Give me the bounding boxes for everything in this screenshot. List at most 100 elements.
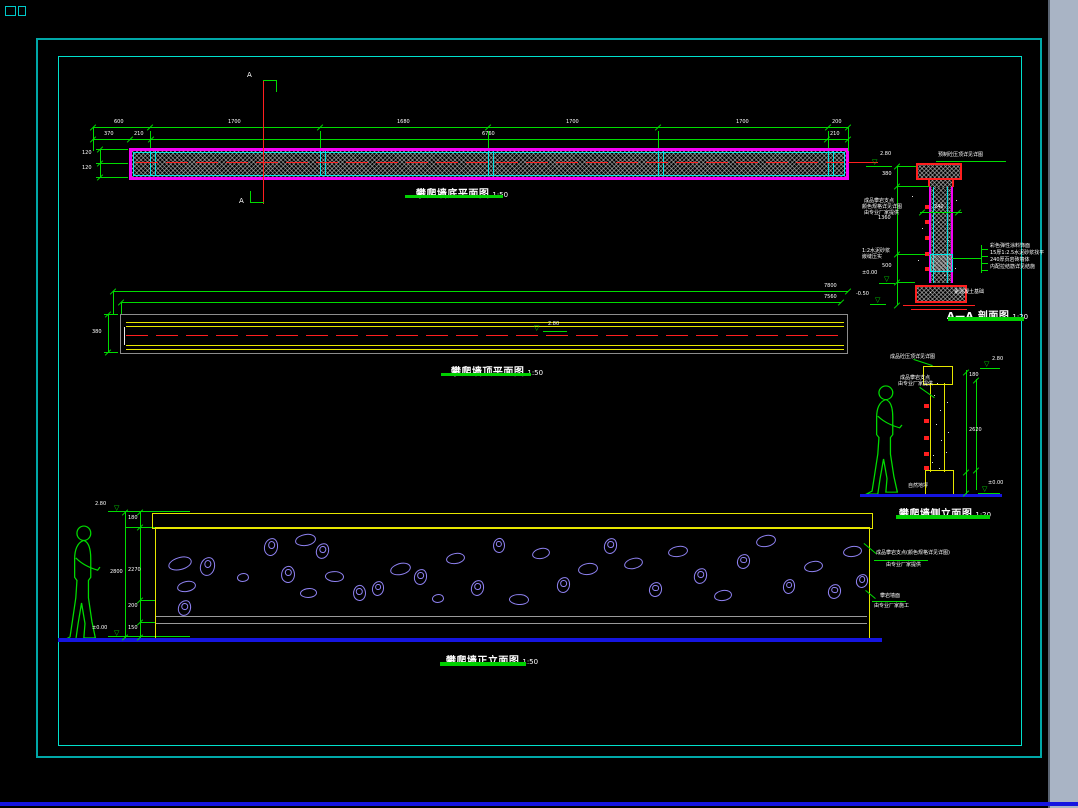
level-line <box>543 331 567 332</box>
dim-label: 370 <box>104 131 114 137</box>
dim-label: 120 <box>82 150 92 156</box>
dim-label: 500 <box>882 263 892 269</box>
texture-dot <box>948 240 949 241</box>
dim-line <box>897 186 929 187</box>
centerline <box>136 162 844 163</box>
centerline <box>126 335 844 336</box>
note-line: 成品砼压顶详见详图 <box>890 354 936 360</box>
leader-line <box>952 258 981 259</box>
title-text: A—A 剖面图 <box>947 311 1009 322</box>
dim-label: 7560 <box>824 294 837 300</box>
taskbar-edge <box>0 802 1078 806</box>
base-line <box>903 305 975 306</box>
texture-dot <box>934 395 935 396</box>
dim-line <box>976 379 977 490</box>
note-line: 1:2水泥砂浆 <box>862 248 891 254</box>
wall-face-line <box>126 322 844 323</box>
level-label: 2.80 <box>992 356 1004 362</box>
hold-mark <box>925 236 929 240</box>
texture-dot <box>946 452 947 453</box>
dim-line <box>96 177 128 178</box>
texture-dot <box>936 424 937 425</box>
wall-face-line <box>126 326 844 327</box>
dim-line <box>897 166 916 167</box>
texture-dot <box>947 402 948 403</box>
climbing-hold <box>432 593 444 603</box>
dim-line <box>121 302 122 315</box>
note-line: 嵌缝压实 <box>862 254 883 260</box>
wall-plan-band <box>129 148 849 180</box>
dim-line <box>920 212 962 213</box>
extension-line <box>150 131 151 148</box>
layer-label: 内配拉结筋详见结施 <box>990 264 1036 270</box>
wall-face-line <box>126 349 844 350</box>
layer-label: 15厚1:2.5水泥砂浆找平 <box>990 250 1045 256</box>
title-underline <box>405 195 503 198</box>
texture-dot <box>933 455 934 456</box>
extension-line <box>848 127 849 151</box>
dim-label: 1700 <box>736 119 749 125</box>
note-line: 自然地坪 <box>908 483 929 489</box>
scrollbar-vertical[interactable] <box>1048 0 1078 808</box>
level-label: 2.80 <box>95 501 107 507</box>
dim-line <box>96 149 128 150</box>
dim-label: 380 <box>92 329 102 335</box>
texture-dot <box>944 275 945 276</box>
pier-line <box>320 151 321 175</box>
hold-mark <box>924 419 929 423</box>
dim-line <box>108 314 109 352</box>
level-line <box>879 283 895 284</box>
sheet-frame-outer <box>36 38 1042 758</box>
person-figure <box>62 524 108 642</box>
title-text: 攀爬墙正立面图 <box>446 656 520 667</box>
extension-line <box>93 127 94 151</box>
layer-bracket <box>981 263 988 264</box>
level-symbol: ▽ <box>982 485 988 493</box>
level-label: -0.50 <box>856 291 869 297</box>
dim-line <box>125 511 126 638</box>
level-line <box>978 493 1000 494</box>
level-symbol: ▽ <box>872 158 878 166</box>
extension-line <box>320 131 321 148</box>
ground-line <box>58 638 882 642</box>
drawing-title: 攀爬墙正立面图1:50 <box>428 649 556 668</box>
section-cut-line <box>263 80 264 204</box>
dim-label: 180 <box>128 515 138 521</box>
dim-label: 1700 <box>566 119 579 125</box>
level-symbol: ▽ <box>875 296 881 304</box>
dim-line <box>897 166 898 305</box>
texture-dot <box>912 196 913 197</box>
note-line: 颜色规格详见详图 <box>862 204 903 210</box>
drawing-title: 攀爬墙顶平面图1:50 <box>433 360 561 379</box>
wall-inner-face <box>133 152 845 176</box>
hold-mark <box>925 252 929 256</box>
title-text: 攀爬墙顶平面图 <box>451 367 525 378</box>
wall-face-line <box>933 187 934 283</box>
dim-line <box>121 302 841 303</box>
layer-label: 240厚页岩砖墙体 <box>990 257 1030 263</box>
section-letter: A <box>239 197 244 205</box>
dim-label: 380 <box>882 171 892 177</box>
pier-line <box>493 151 494 175</box>
hold-mark <box>925 267 929 271</box>
hold-mark <box>924 466 929 470</box>
coping <box>916 163 962 180</box>
ground-line <box>860 494 1002 497</box>
layer-label: 彩色弹性涂料饰面 <box>990 243 1031 249</box>
hold-mark <box>924 404 929 408</box>
layer-bracket <box>981 256 988 257</box>
dim-label: 240 <box>934 204 944 210</box>
dim-label: 180 <box>969 372 979 378</box>
dim-label: 210 <box>134 131 144 137</box>
title-underline <box>440 662 526 666</box>
wall-end-line <box>124 327 125 345</box>
dim-label: 200 <box>128 603 138 609</box>
wall-face-line <box>947 187 948 283</box>
pier-line <box>150 151 151 175</box>
dim-label: 210 <box>830 131 840 137</box>
person-figure <box>864 384 910 496</box>
note-line: 由专业厂家提供 <box>898 381 934 387</box>
note-line: 成品攀岩支点 <box>900 375 931 381</box>
dim-line <box>140 511 141 638</box>
